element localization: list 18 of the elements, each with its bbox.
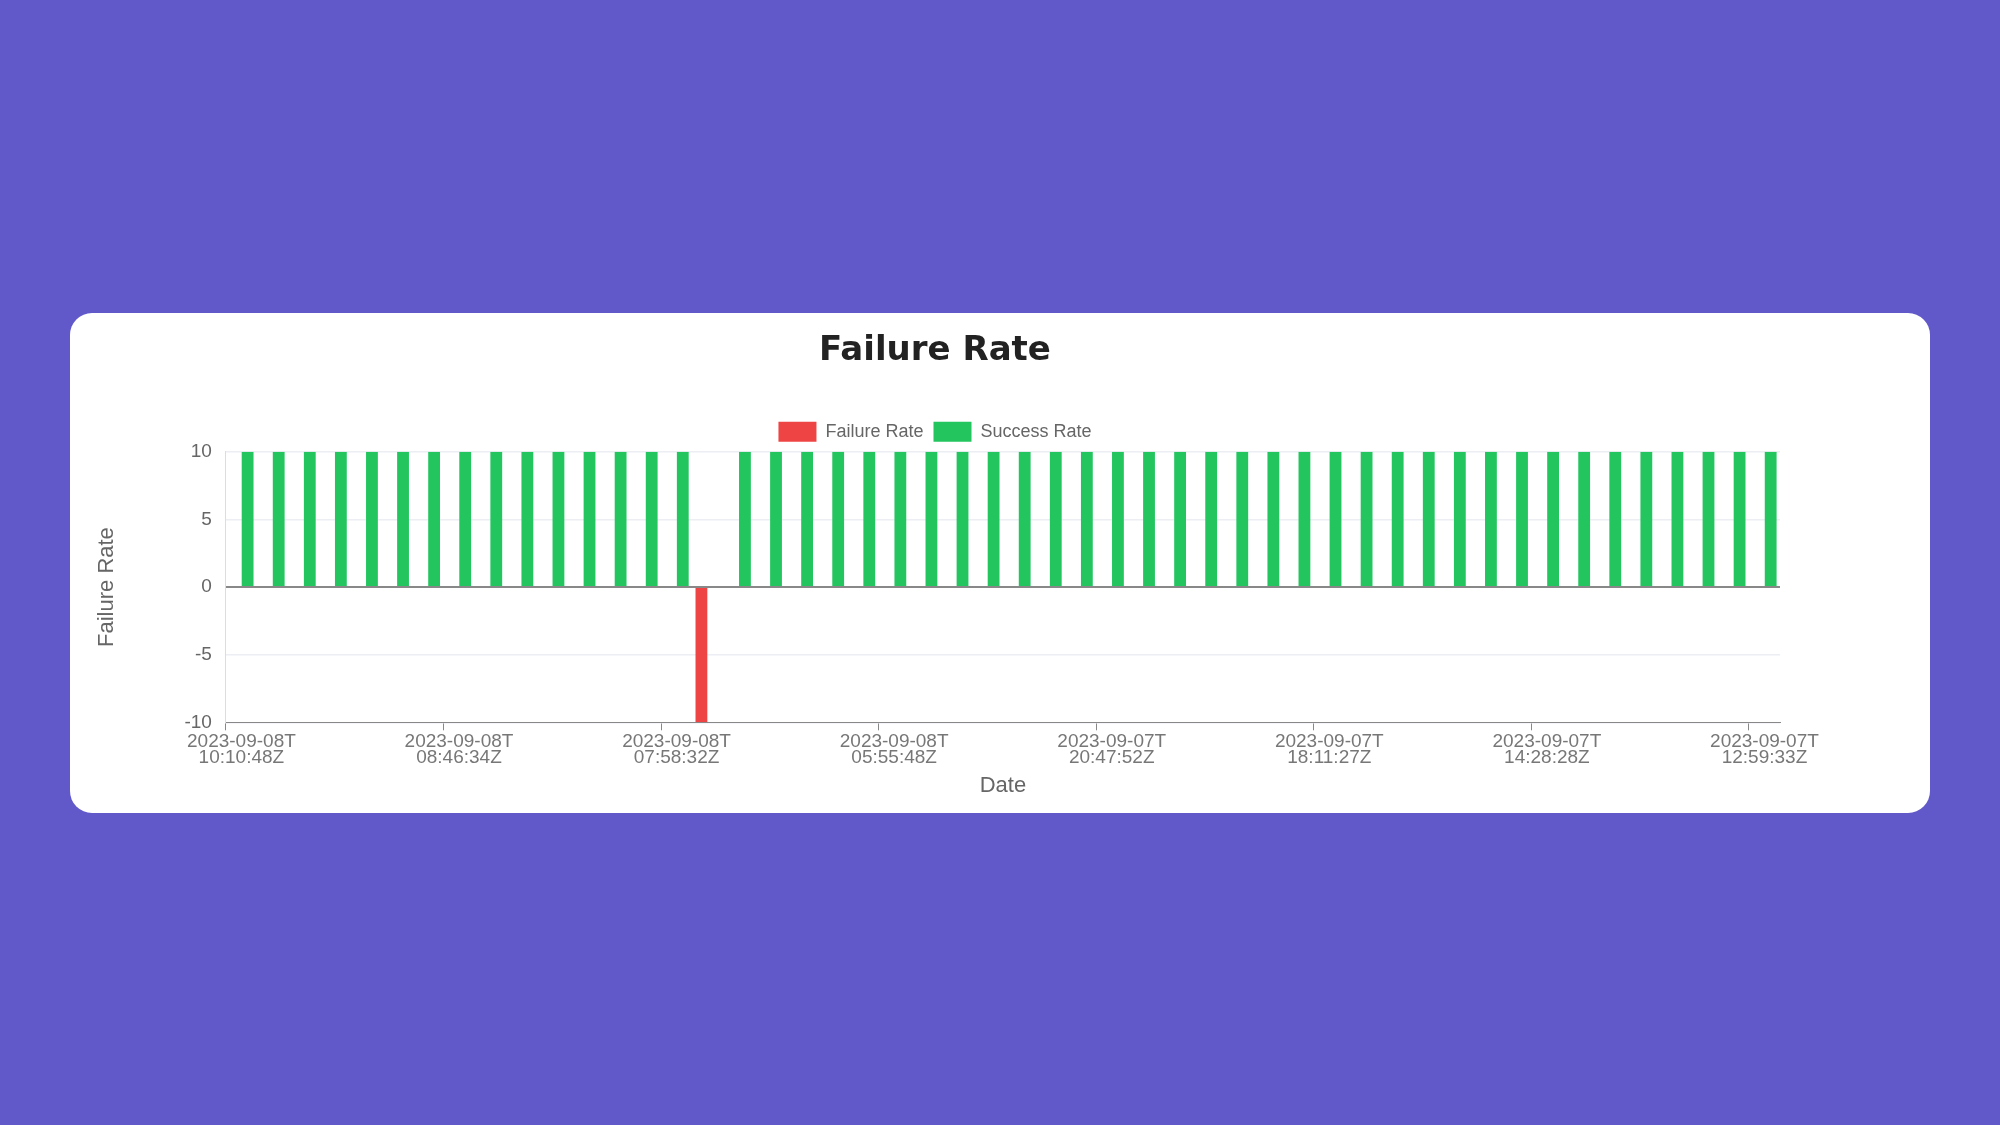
x-axis-title: Date bbox=[979, 771, 1027, 797]
y-tick-label: 5 bbox=[201, 507, 212, 529]
y-tick-label: -10 bbox=[184, 710, 212, 732]
y-tick-label: 0 bbox=[201, 575, 212, 597]
x-tick-label: 2023-09-07T20:47:52Z bbox=[1057, 729, 1167, 767]
x-tick-label: 2023-09-07T14:28:28Z bbox=[1492, 729, 1602, 767]
x-tick-label: 2023-09-08T05:55:48Z bbox=[839, 729, 949, 767]
y-axis-title: Failure Rate bbox=[93, 527, 119, 647]
y-tick-label: 10 bbox=[190, 440, 212, 462]
legend-label: Success Rate bbox=[980, 420, 1092, 441]
chart-title: Failure Rate bbox=[819, 328, 1051, 369]
x-tick-label: 2023-09-07T12:59:33Z bbox=[1710, 729, 1820, 767]
x-tick-label: 2023-09-08T08:46:34Z bbox=[404, 729, 514, 767]
legend-label: Failure Rate bbox=[825, 420, 924, 441]
y-tick-label: -5 bbox=[194, 642, 212, 664]
x-tick-label: 2023-09-08T10:10:48Z bbox=[187, 729, 297, 767]
x-tick-label: 2023-09-07T18:11:27Z bbox=[1274, 729, 1385, 767]
x-tick-label: 2023-09-08T07:58:32Z bbox=[622, 729, 732, 767]
